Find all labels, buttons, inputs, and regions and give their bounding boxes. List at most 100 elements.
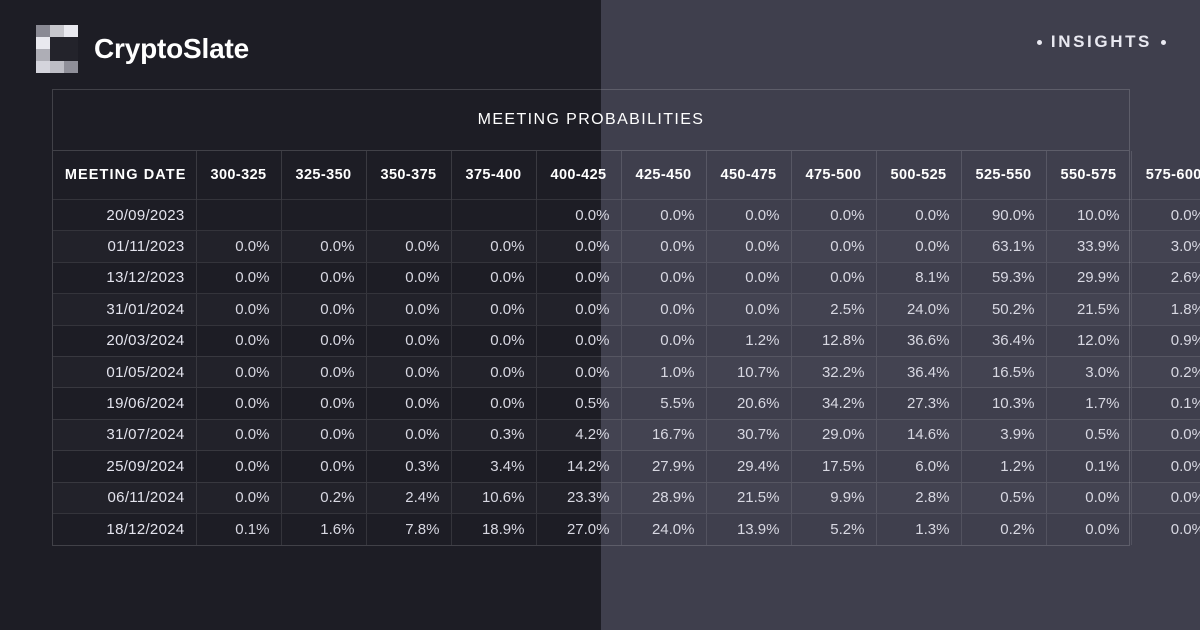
cell-probability: 29.0% [791,418,877,451]
cell-probability: 2.5% [791,293,877,326]
column-header-500-525[interactable]: 500-525 [876,151,962,200]
cell-probability: 63.1% [961,230,1047,263]
column-header-475-500[interactable]: 475-500 [791,151,877,200]
cell-probability: 0.0% [281,387,367,420]
cell-probability: 16.5% [961,355,1047,388]
cell-probability: 0.0% [366,293,452,326]
cell-probability: 90.0% [961,198,1047,231]
cell-probability: 0.0% [1046,512,1132,545]
cell-probability: 3.0% [1046,355,1132,388]
cell-probability: 0.9% [1131,324,1200,357]
cell-probability: 34.2% [791,387,877,420]
cell-probability: 1.6% [281,512,367,545]
cell-probability: 5.2% [791,512,877,545]
cell-probability: 27.9% [621,450,707,483]
cell-probability: 0.5% [961,481,1047,514]
cell-meeting-date: 25/09/2024 [53,450,197,483]
cell-probability: 2.8% [876,481,962,514]
column-header-450-475[interactable]: 450-475 [706,151,792,200]
probabilities-panel: MEETING PROBABILITIES MEETING DATE 300-3… [52,89,1200,546]
column-header-425-450[interactable]: 425-450 [621,151,707,200]
cell-probability: 36.4% [961,324,1047,357]
column-header-550-575[interactable]: 550-575 [1046,151,1132,200]
cell-probability: 0.0% [366,387,452,420]
column-header-575-600[interactable]: 575-600 [1145,167,1200,183]
cell-probability: 0.1% [1131,387,1200,420]
cell-probability: 0.0% [451,261,537,294]
cell-probability: 0.0% [876,230,962,263]
cell-probability: 30.7% [706,418,792,451]
column-header-375-400[interactable]: 375-400 [451,151,537,200]
cell-probability: 23.3% [536,481,622,514]
cell-probability: 3.9% [961,418,1047,451]
column-header-400-425[interactable]: 400-425 [536,151,622,200]
cell-probability: 1.0% [621,355,707,388]
column-header-525-550[interactable]: 525-550 [961,151,1047,200]
cell-probability: 27.0% [536,512,622,545]
cell-probability: 28.9% [621,481,707,514]
cell-probability: 0.0% [1131,512,1200,545]
cell-probability: 1.2% [961,450,1047,483]
cell-probability: 0.0% [791,261,877,294]
cell-probability: 3.4% [451,450,537,483]
cell-probability: 3.0% [1131,230,1200,263]
cell-probability: 10.3% [961,387,1047,420]
cell-probability: 0.0% [366,261,452,294]
cell-probability: 7.8% [366,512,452,545]
cell-probability: 0.0% [196,261,282,294]
cell-probability: 0.0% [536,324,622,357]
cell-probability: 0.0% [536,230,622,263]
cell-probability: 14.2% [536,450,622,483]
cell-probability: 0.0% [281,355,367,388]
cell-probability: 12.0% [1046,324,1132,357]
brand-logo[interactable]: CryptoSlate [36,25,249,73]
cell-probability [366,198,452,231]
cell-probability: 0.0% [536,261,622,294]
cell-probability: 0.0% [1131,418,1200,451]
cell-probability: 0.0% [196,450,282,483]
table-body: 20/09/2023 0.0% 0.0% 0.0% 0.0% 0.0% 90.0% 10.0%… [53,198,1200,545]
table-row: 13/12/2023 0.0% 0.0% 0.0% 0.0% 0.0% 0.0% 0.0% 0.… [53,261,1200,294]
table-row: 06/11/2024 0.0% 0.2% 2.4% 10.6% 23.3% 28.9% 21.… [53,481,1200,514]
cell-probability: 0.0% [196,418,282,451]
cell-probability: 1.8% [1131,293,1200,326]
cell-probability: 20.6% [706,387,792,420]
cell-probability: 0.0% [451,324,537,357]
cell-probability: 10.0% [1046,198,1132,231]
cell-probability: 0.0% [366,355,452,388]
cell-probability [196,198,282,231]
cell-meeting-date: 31/07/2024 [53,418,197,451]
cell-probability: 0.0% [196,481,282,514]
cell-probability: 0.0% [196,324,282,357]
table-row: 31/07/2024 0.0% 0.0% 0.0% 0.3% 4.2% 16.7% 30.7%… [53,418,1200,451]
cell-probability: 21.5% [706,481,792,514]
cell-meeting-date: 06/11/2024 [53,481,197,514]
meeting-probabilities-table: MEETING DATE 300-325 325-350 350-375 375-40… [53,151,1200,545]
cell-probability: 0.0% [366,324,452,357]
column-header-350-375[interactable]: 350-375 [366,151,452,200]
cell-probability: 29.4% [706,450,792,483]
cell-probability: 21.5% [1046,293,1132,326]
cell-probability: 36.6% [876,324,962,357]
column-header-300-325[interactable]: 300-325 [196,151,282,200]
cell-probability: 59.3% [961,261,1047,294]
column-header-meeting-date[interactable]: MEETING DATE [53,151,197,200]
cell-probability [281,198,367,231]
cell-probability: 0.0% [281,261,367,294]
cell-probability: 0.0% [1046,481,1132,514]
cell-probability: 6.0% [876,450,962,483]
cell-meeting-date: 18/12/2024 [53,512,197,545]
cell-probability: 0.0% [366,230,452,263]
column-header-325-350[interactable]: 325-350 [281,151,367,200]
cell-probability: 32.2% [791,355,877,388]
table-title: MEETING PROBABILITIES [477,111,705,128]
cell-probability: 33.9% [1046,230,1132,263]
cell-probability: 0.3% [366,450,452,483]
cell-probability: 0.0% [536,355,622,388]
cell-probability: 8.1% [876,261,962,294]
table-title-bar: MEETING PROBABILITIES [53,90,1129,151]
table-row: 25/09/2024 0.0% 0.0% 0.3% 3.4% 14.2% 27.9% 29.4… [53,450,1200,483]
cell-probability: 17.5% [791,450,877,483]
cell-probability: 10.7% [706,355,792,388]
